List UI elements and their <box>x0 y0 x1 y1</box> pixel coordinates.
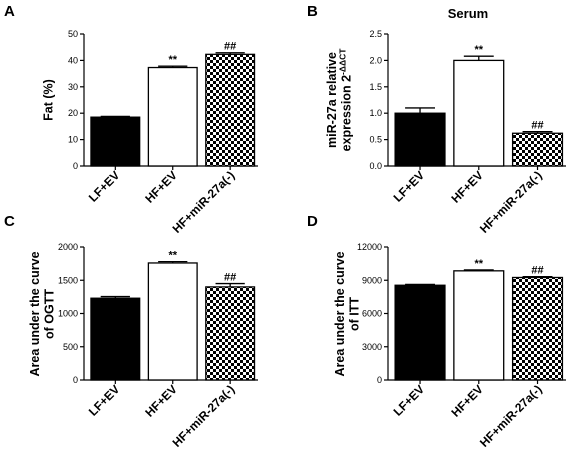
bar-3 <box>511 132 564 167</box>
y-tick-label: 9000 <box>362 275 382 285</box>
category-label: HF+miR-27a(-) <box>477 382 545 450</box>
y-tick-label: 1.5 <box>369 82 382 92</box>
significance-label: ** <box>474 44 483 56</box>
significance-label: ## <box>531 265 543 277</box>
panel-b: B Serum 0.0 0.5 1.0 1.5 2.0 2.5 miR-27a relative… <box>307 3 566 236</box>
panel-letter: C <box>4 213 15 230</box>
bar-1 <box>394 284 446 381</box>
y-tick-label: 50 <box>68 29 78 39</box>
y-axis-label: Area under the curveof OGTT <box>28 251 56 376</box>
y-axis-label: miR-27a relativeexpression 2-ΔΔCT <box>325 48 353 152</box>
panel-letter: D <box>307 213 318 230</box>
bar-1 <box>90 297 141 381</box>
y-tick-label: 2.0 <box>369 55 382 65</box>
y-tick-label: 1000 <box>58 309 78 319</box>
category-label: HF+EV <box>448 382 485 419</box>
significance-label: ** <box>168 54 177 66</box>
y-tick-label: 30 <box>68 82 78 92</box>
category-label: LF+EV <box>391 382 428 419</box>
panel-a: A 0 10 20 30 40 50 Fat (%) LF+EV ** HF+EV ## HF+miR-… <box>4 3 258 236</box>
y-tick-label: 12000 <box>357 242 382 252</box>
bar-2 <box>147 262 198 381</box>
y-tick-label: 1500 <box>58 275 78 285</box>
y-tick-label: 0.0 <box>369 161 382 171</box>
y-tick-label: 1.0 <box>369 108 382 118</box>
bar-3 <box>511 276 564 381</box>
category-label: HF+EV <box>142 382 179 419</box>
category-label: HF+EV <box>448 168 485 205</box>
bar-3 <box>205 53 256 167</box>
y-tick-label: 0 <box>73 375 78 385</box>
bar-3 <box>205 286 256 381</box>
y-tick-label: 10 <box>68 135 78 145</box>
category-label: HF+EV <box>142 168 179 205</box>
bar-2 <box>453 270 505 381</box>
y-tick-label: 6000 <box>362 309 382 319</box>
bar-1 <box>90 116 141 167</box>
category-label: HF+miR-27a(-) <box>477 168 545 236</box>
significance-label: ## <box>531 120 543 132</box>
category-label: HF+miR-27a(-) <box>170 382 238 450</box>
y-tick-label: 0 <box>377 375 382 385</box>
significance-label: ** <box>474 258 483 270</box>
panel-letter: B <box>307 3 318 20</box>
y-tick-label: 40 <box>68 55 78 65</box>
significance-label: ## <box>224 272 236 284</box>
panel-title: Serum <box>448 6 488 21</box>
y-tick-label: 20 <box>68 108 78 118</box>
y-tick-label: 2000 <box>58 242 78 252</box>
significance-label: ## <box>224 41 236 53</box>
category-label: LF+EV <box>391 168 428 205</box>
y-axis-label: Area under the curveof ITT <box>333 251 361 376</box>
y-tick-label: 3000 <box>362 342 382 352</box>
bar-2 <box>453 59 505 167</box>
category-label: LF+EV <box>86 382 123 419</box>
y-tick-label: 500 <box>63 342 78 352</box>
y-tick-label: 0.5 <box>369 135 382 145</box>
y-tick-label: 2.5 <box>369 29 382 39</box>
significance-label: ** <box>168 250 177 262</box>
panel-letter: A <box>4 3 15 20</box>
category-label: LF+EV <box>86 168 123 205</box>
bar-1 <box>394 112 446 167</box>
y-axis-label: Fat (%) <box>41 79 55 121</box>
bar-2 <box>147 66 198 167</box>
y-tick-label: 0 <box>73 161 78 171</box>
category-label: HF+miR-27a(-) <box>170 168 238 236</box>
